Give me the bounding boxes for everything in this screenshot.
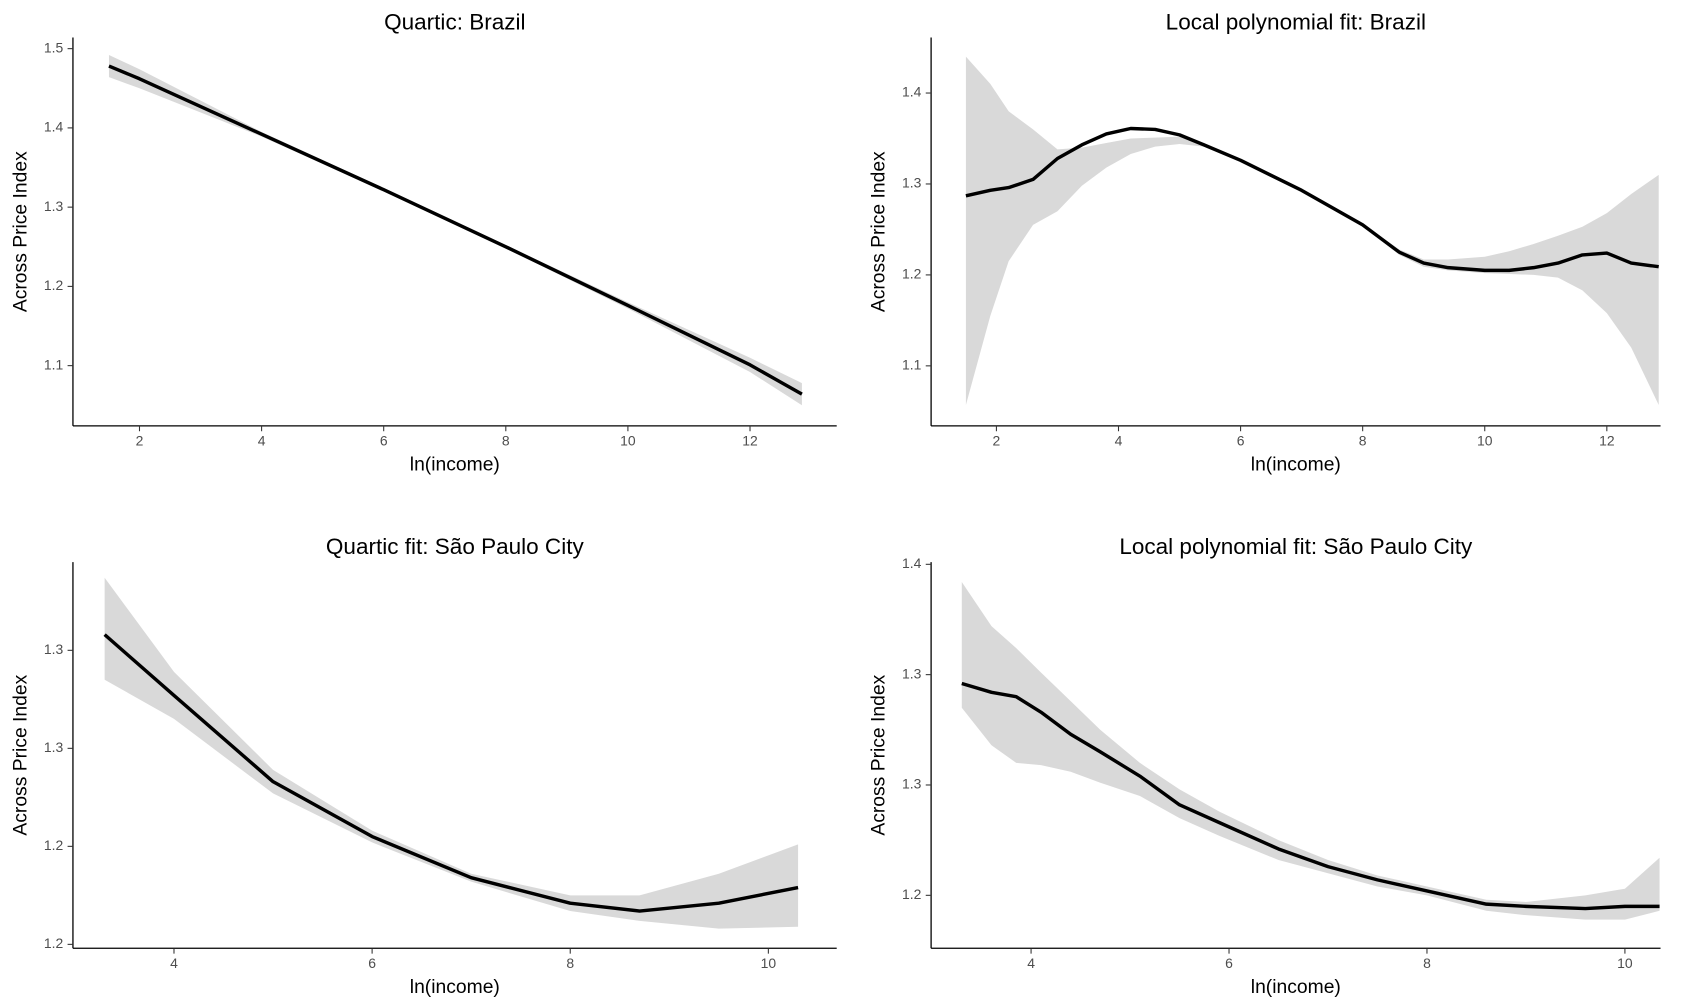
y-tick-label: 1.3 xyxy=(44,198,64,214)
panel-title: Local polynomial fit: São Paulo City xyxy=(1119,534,1473,559)
y-tick-label: 1.2 xyxy=(902,266,922,282)
y-tick-label: 1.2 xyxy=(44,277,64,293)
x-axis-label: ln(income) xyxy=(410,455,500,476)
x-tick-label: 10 xyxy=(1477,433,1493,449)
x-tick-label: 8 xyxy=(1359,433,1367,449)
x-axis-label: ln(income) xyxy=(410,977,500,998)
panel-title: Quartic: Brazil xyxy=(384,10,525,35)
x-tick-label: 4 xyxy=(170,955,178,971)
x-tick-label: 2 xyxy=(136,433,144,449)
confidence-band xyxy=(108,54,802,406)
y-tick-label: 1.3 xyxy=(902,776,922,792)
y-axis-label: Across Price Index xyxy=(869,674,890,835)
fit-line xyxy=(103,633,799,913)
x-tick-label: 6 xyxy=(1225,955,1233,971)
y-tick-label: 1.2 xyxy=(44,837,64,853)
y-tick-label: 1.4 xyxy=(902,84,922,100)
x-tick-label: 6 xyxy=(380,433,388,449)
y-tick-label: 1.4 xyxy=(44,119,64,135)
x-tick-label: 8 xyxy=(1423,955,1431,971)
x-tick-label: 4 xyxy=(1027,955,1035,971)
x-tick-label: 4 xyxy=(258,433,266,449)
panel-title: Local polynomial fit: Brazil xyxy=(1166,10,1426,35)
fit-line xyxy=(965,126,1659,273)
confidence-band xyxy=(961,581,1660,920)
x-tick-label: 4 xyxy=(1115,433,1123,449)
x-tick-label: 10 xyxy=(1617,955,1633,971)
y-tick-label: 1.3 xyxy=(44,641,64,657)
y-axis-label: Across Price Index xyxy=(11,674,32,835)
x-tick-label: 10 xyxy=(620,433,636,449)
x-tick-label: 12 xyxy=(1599,433,1615,449)
x-tick-label: 10 xyxy=(761,955,777,971)
x-tick-label: 8 xyxy=(566,955,574,971)
fit-line xyxy=(961,681,1660,911)
x-axis-label: ln(income) xyxy=(1251,455,1341,476)
x-tick-label: 12 xyxy=(742,433,758,449)
x-tick-label: 6 xyxy=(368,955,376,971)
x-axis-label: ln(income) xyxy=(1251,977,1341,998)
y-tick-label: 1.4 xyxy=(902,555,922,571)
x-tick-label: 6 xyxy=(1237,433,1245,449)
y-tick-label: 1.2 xyxy=(902,886,922,902)
y-tick-label: 1.1 xyxy=(44,356,64,372)
y-tick-label: 1.3 xyxy=(902,175,922,191)
x-tick-label: 8 xyxy=(502,433,510,449)
y-tick-label: 1.5 xyxy=(44,39,64,55)
confidence-band xyxy=(965,56,1659,405)
fit-line xyxy=(108,64,803,396)
y-axis-label: Across Price Index xyxy=(11,151,32,312)
y-tick-label: 1.2 xyxy=(44,935,64,951)
confidence-band xyxy=(104,577,799,929)
y-tick-label: 1.1 xyxy=(902,357,922,373)
y-tick-label: 1.3 xyxy=(902,665,922,681)
y-axis-label: Across Price Index xyxy=(869,151,890,312)
x-tick-label: 2 xyxy=(993,433,1001,449)
y-tick-label: 1.3 xyxy=(44,739,64,755)
panel-title: Quartic fit: São Paulo City xyxy=(326,534,585,559)
